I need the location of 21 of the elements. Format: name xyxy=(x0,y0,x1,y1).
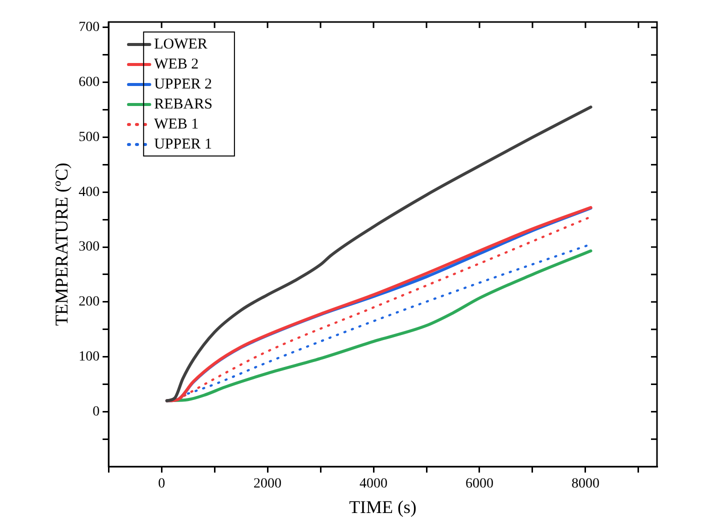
y-tick-label: 200 xyxy=(78,294,100,310)
y-tick-label: 100 xyxy=(78,349,100,364)
legend-label: LOWER xyxy=(154,36,208,52)
x-tick-label: 8000 xyxy=(571,476,600,492)
y-tick-label: 300 xyxy=(78,240,100,255)
x-tick-label: 4000 xyxy=(360,476,388,492)
y-tick-label: 600 xyxy=(78,75,100,90)
y-tick-label: 700 xyxy=(78,20,100,36)
legend-label: REBARS xyxy=(154,96,212,112)
y-axis-title: TEMPERATURE (ºC) xyxy=(52,162,72,326)
y-tick-label: 500 xyxy=(78,130,100,145)
legend-label: UPPER 2 xyxy=(154,76,212,92)
x-axis-title: TIME (s) xyxy=(349,496,417,517)
x-tick-label: 2000 xyxy=(254,476,282,492)
x-tick-label: 6000 xyxy=(466,476,494,492)
legend-label: UPPER 1 xyxy=(154,136,212,152)
y-tick-label: 400 xyxy=(78,184,100,200)
y-tick-label: 0 xyxy=(92,404,100,420)
legend-label: WEB 1 xyxy=(154,116,199,132)
legend-label: WEB 2 xyxy=(154,56,199,72)
x-tick-label: 0 xyxy=(158,476,166,492)
